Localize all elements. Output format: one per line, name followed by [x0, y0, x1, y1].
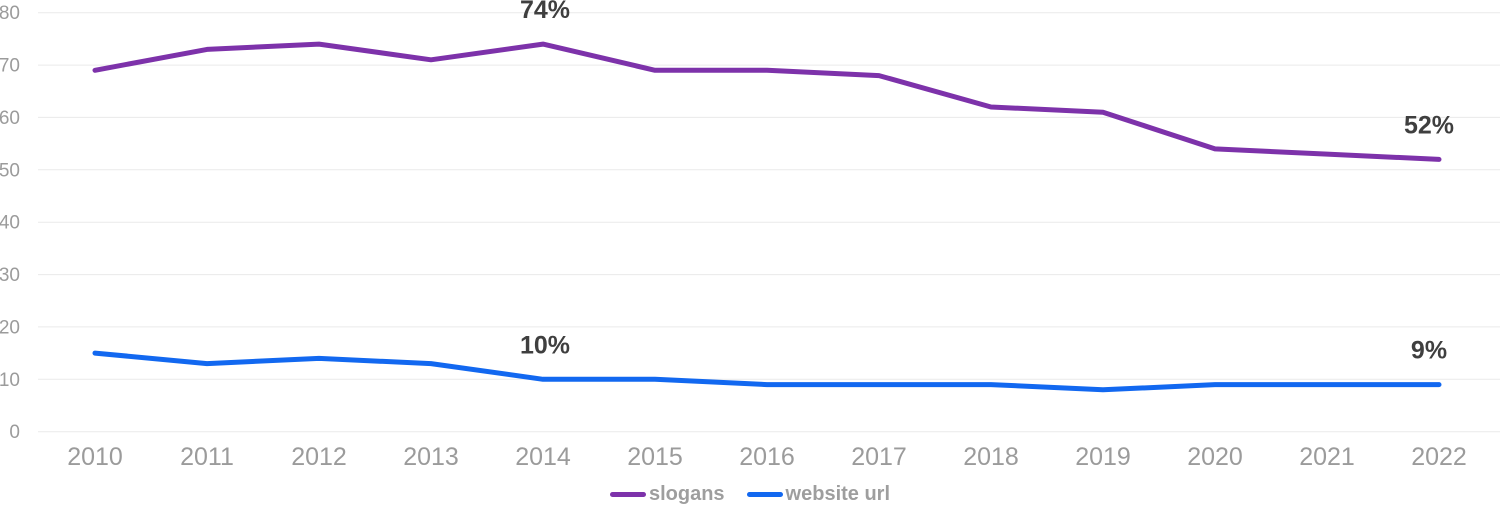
- x-axis-tick-label-2014: 2014: [515, 443, 571, 471]
- website-url-line-swatch: [746, 491, 783, 497]
- x-axis-tick-label-2021: 2021: [1299, 443, 1355, 471]
- y-axis-tick-label: 10: [0, 370, 20, 391]
- legend-label-slogans: slogans: [648, 483, 725, 505]
- y-axis-tick-label: 30: [0, 265, 20, 286]
- x-axis-tick-label-2013: 2013: [403, 443, 459, 471]
- x-axis-tick-label-2015: 2015: [627, 443, 683, 471]
- x-axis-tick-label-2019: 2019: [1075, 443, 1131, 471]
- y-axis-tick-label: 80: [0, 3, 20, 24]
- legend-item-website-url[interactable]: website url: [746, 482, 891, 506]
- x-axis-tick-label-2011: 2011: [180, 443, 234, 471]
- y-axis-tick-label: 70: [0, 56, 20, 77]
- x-axis-tick-label-2012: 2012: [291, 443, 347, 471]
- data-label-slogans-2022: 52%: [1404, 111, 1454, 139]
- x-axis-tick-label-2020: 2020: [1187, 443, 1243, 471]
- x-axis-tick-label-2010: 2010: [67, 443, 123, 471]
- legend: slogans website url: [0, 482, 1500, 506]
- series-line-slogans[interactable]: [92, 41, 1442, 162]
- slogans-line-swatch: [609, 491, 646, 497]
- data-label-website-url-2022: 9%: [1411, 337, 1447, 365]
- y-axis-tick-label: 0: [9, 422, 20, 443]
- y-axis-tick-label: 50: [0, 160, 20, 181]
- series-line-website-url[interactable]: [92, 350, 1442, 393]
- x-axis-tick-label-2017: 2017: [851, 443, 907, 471]
- x-axis-tick-label-2018: 2018: [963, 443, 1019, 471]
- y-axis-tick-label: 20: [0, 317, 20, 338]
- x-axis-tick-label-2022: 2022: [1411, 443, 1467, 471]
- y-axis-tick-label: 40: [0, 213, 20, 234]
- legend-label-website-url: website url: [785, 483, 891, 505]
- x-axis-tick-label-2016: 2016: [739, 443, 795, 471]
- y-axis-tick-label: 60: [0, 108, 20, 129]
- legend-item-slogans[interactable]: slogans: [609, 482, 725, 506]
- data-label-website-url-2014: 10%: [520, 331, 570, 359]
- data-label-slogans-2014: 74%: [520, 0, 570, 24]
